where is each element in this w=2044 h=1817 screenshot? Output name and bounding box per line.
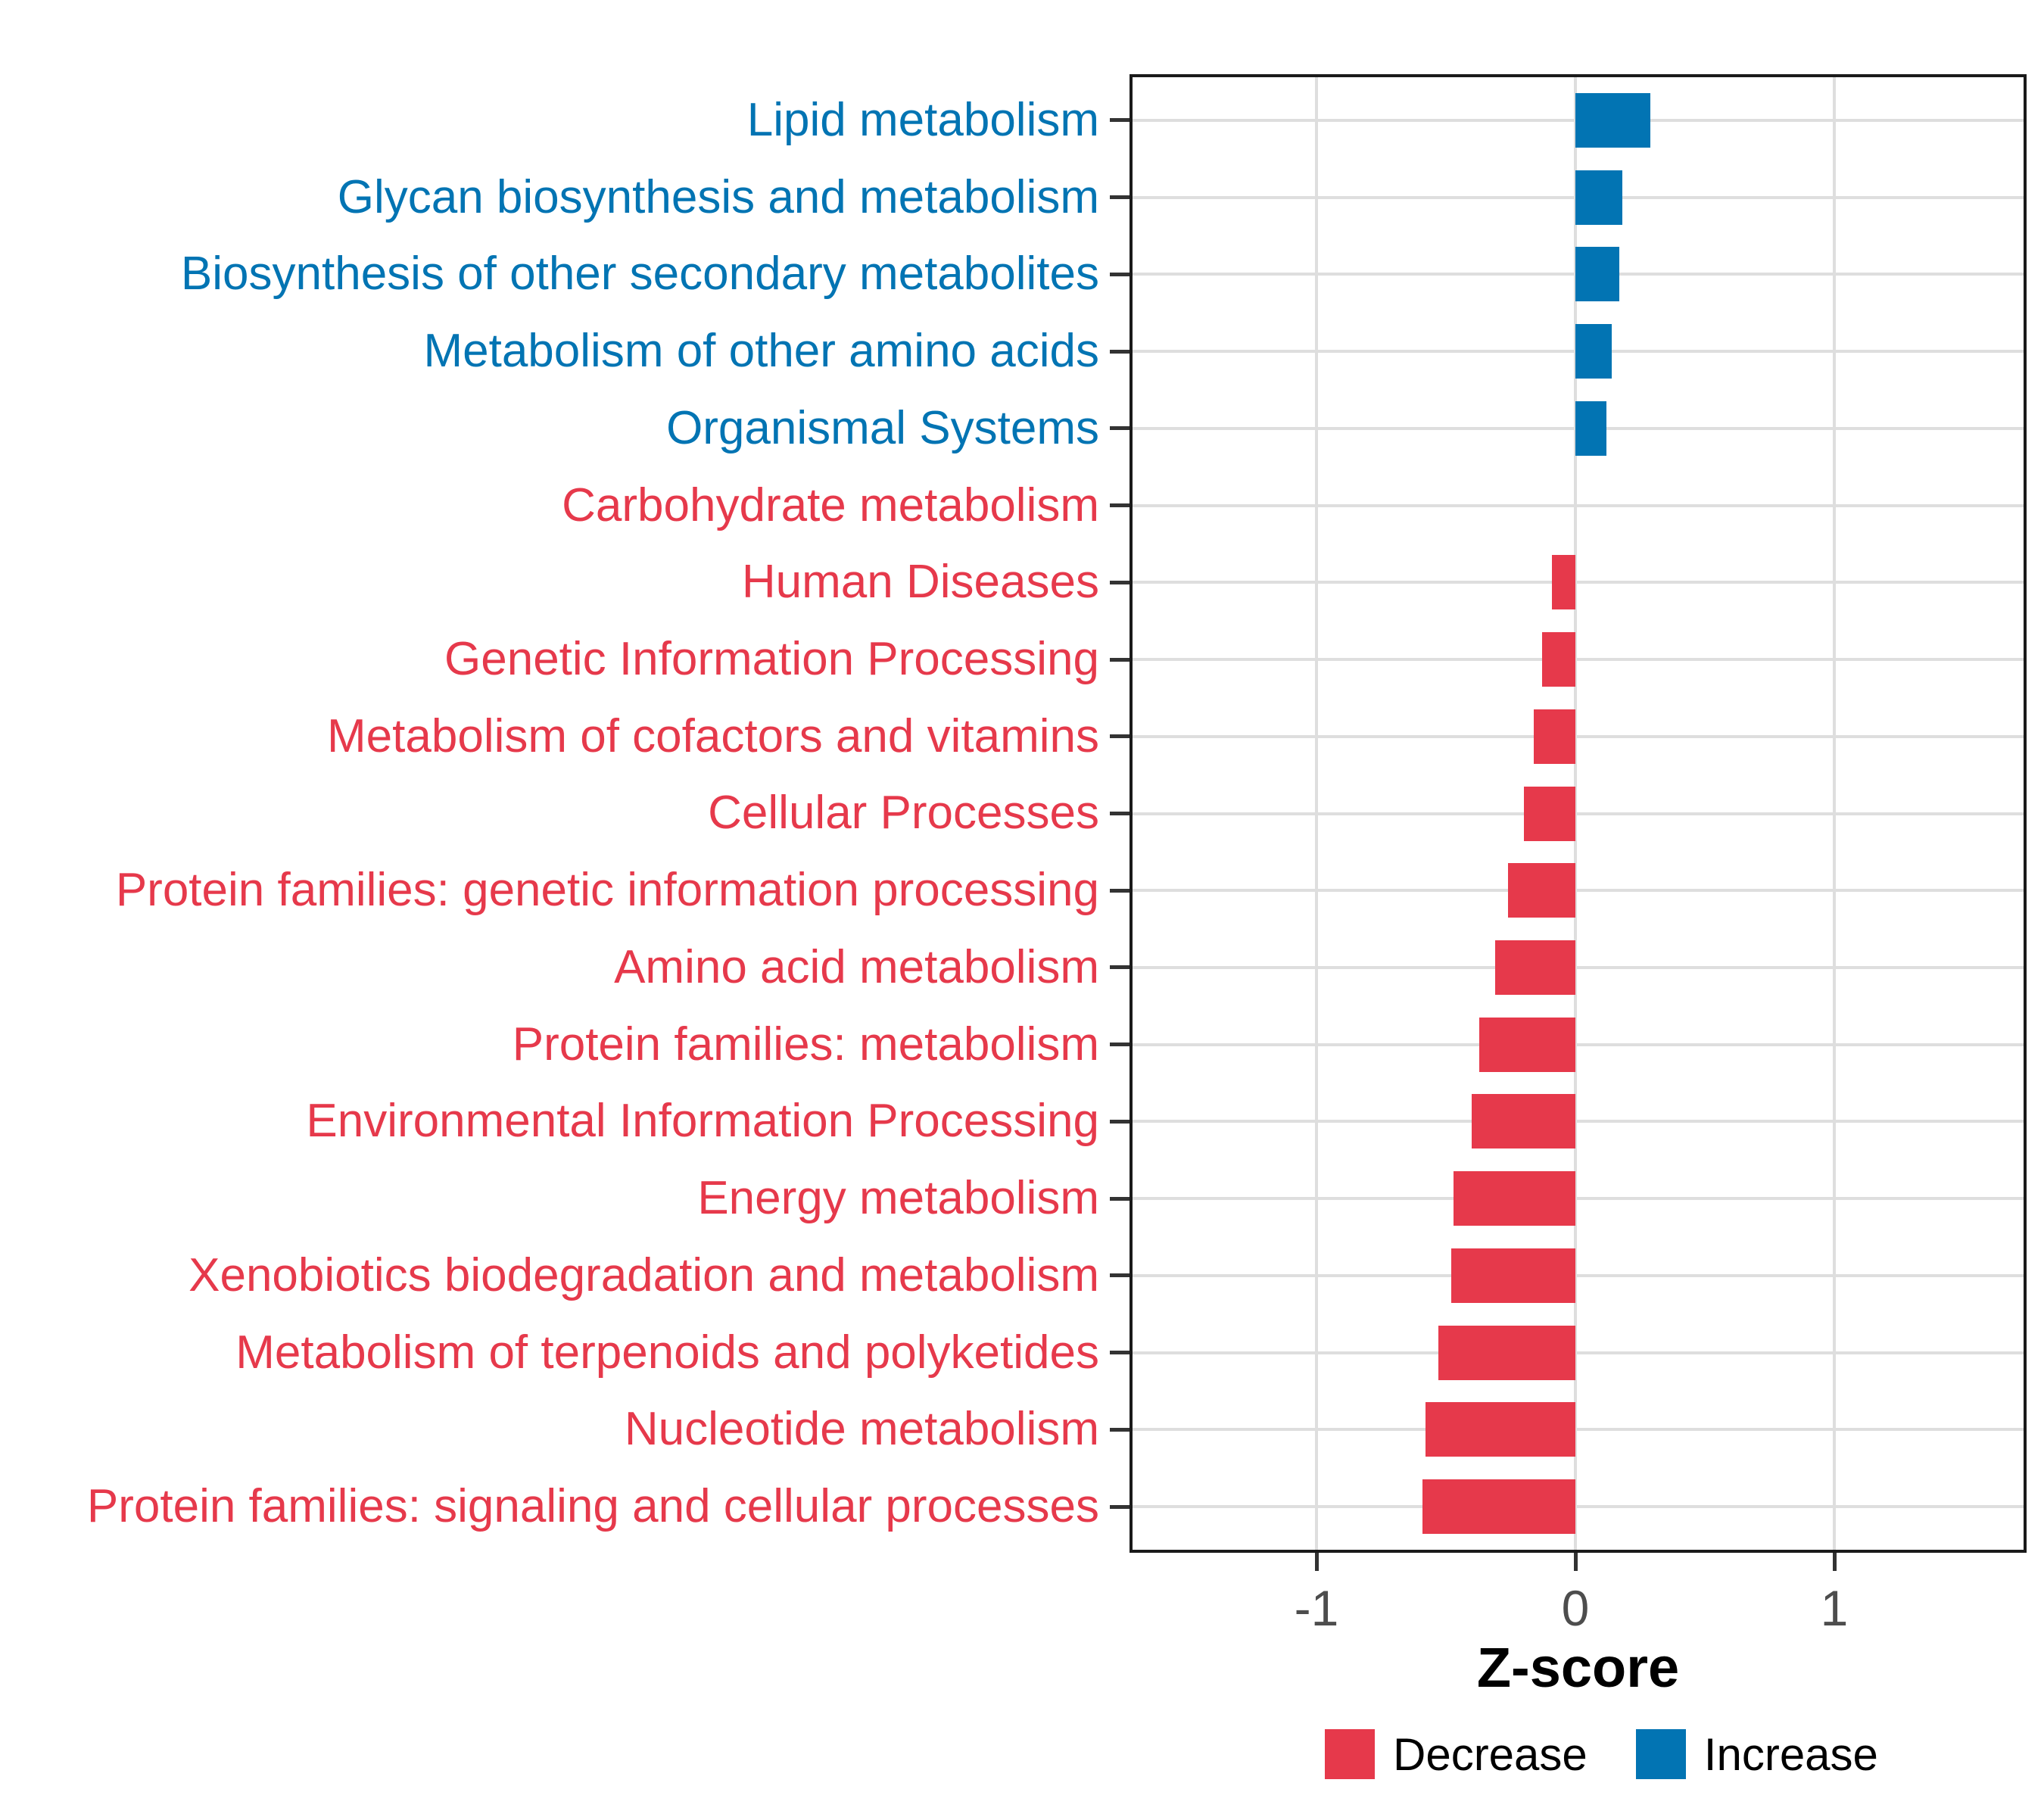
- y-tick: [1110, 349, 1129, 354]
- category-label: Human Diseases: [741, 556, 1099, 609]
- horizontal-gridline: [1133, 581, 2024, 584]
- category-label: Organismal Systems: [666, 401, 1099, 454]
- horizontal-gridline: [1133, 658, 2024, 662]
- bar-decrease: [1494, 940, 1575, 995]
- y-tick: [1110, 965, 1129, 970]
- horizontal-gridline: [1133, 1351, 2024, 1354]
- bar-decrease: [1552, 555, 1575, 610]
- decrease-swatch: [1325, 1729, 1375, 1779]
- legend-label-decrease: Decrease: [1393, 1728, 1588, 1780]
- category-label: Nucleotide metabolism: [624, 1403, 1099, 1456]
- legend-item-increase: Increase: [1635, 1728, 1878, 1781]
- bar-increase: [1575, 92, 1651, 148]
- x-tick-label: 0: [1561, 1580, 1590, 1636]
- horizontal-gridline: [1133, 1120, 2024, 1124]
- legend-label-increase: Increase: [1703, 1728, 1878, 1780]
- y-tick: [1110, 426, 1129, 431]
- x-tick-label: -1: [1294, 1580, 1339, 1636]
- horizontal-gridline: [1133, 812, 2024, 815]
- y-tick: [1110, 118, 1129, 123]
- category-label: Cellular Processes: [708, 787, 1099, 840]
- bar-increase: [1575, 247, 1620, 302]
- y-tick: [1110, 503, 1129, 508]
- category-label: Amino acid metabolism: [614, 940, 1099, 993]
- category-label: Protein families: signaling and cellular…: [86, 1480, 1099, 1533]
- y-tick: [1110, 272, 1129, 276]
- horizontal-gridline: [1133, 889, 2024, 893]
- category-label: Environmental Information Processing: [306, 1095, 1099, 1148]
- bar-decrease: [1479, 1017, 1575, 1072]
- bar-increase: [1575, 170, 1622, 225]
- horizontal-gridline: [1133, 1197, 2024, 1201]
- category-label: Metabolism of cofactors and vitamins: [327, 709, 1099, 762]
- horizontal-gridline: [1133, 1273, 2024, 1277]
- horizontal-gridline: [1133, 734, 2024, 738]
- y-tick: [1110, 1504, 1129, 1509]
- y-tick: [1110, 657, 1129, 662]
- y-tick: [1110, 1351, 1129, 1355]
- x-tick-label: 1: [1820, 1580, 1849, 1636]
- category-label: Lipid metabolism: [746, 93, 1099, 146]
- category-label: Glycan biosynthesis and metabolism: [337, 170, 1099, 223]
- x-tick: [1573, 1553, 1578, 1571]
- bar-decrease: [1541, 632, 1575, 687]
- x-tick: [1832, 1553, 1837, 1571]
- bar-decrease: [1438, 1325, 1575, 1380]
- y-tick: [1110, 1427, 1129, 1432]
- horizontal-gridline: [1133, 1505, 2024, 1509]
- category-label: Protein families: metabolism: [512, 1018, 1099, 1071]
- category-label: Metabolism of other amino acids: [423, 325, 1099, 378]
- plot-panel: [1129, 74, 2027, 1553]
- legend: Decrease Increase: [1325, 1728, 1878, 1781]
- y-tick: [1110, 1043, 1129, 1047]
- y-tick: [1110, 1119, 1129, 1124]
- bar-increase: [1575, 400, 1607, 456]
- horizontal-gridline: [1133, 503, 2024, 507]
- increase-swatch: [1635, 1729, 1686, 1779]
- bar-decrease: [1422, 1479, 1575, 1535]
- horizontal-gridline: [1133, 965, 2024, 969]
- category-label: Energy metabolism: [697, 1172, 1099, 1225]
- bar-decrease: [1508, 863, 1575, 918]
- y-tick: [1110, 888, 1129, 893]
- y-tick: [1110, 812, 1129, 815]
- category-label: Metabolism of terpenoids and polyketides: [235, 1326, 1099, 1379]
- horizontal-gridline: [1133, 1428, 2024, 1432]
- horizontal-gridline: [1133, 1043, 2024, 1046]
- x-axis-title: Z-score: [1476, 1636, 1680, 1699]
- y-tick: [1110, 580, 1129, 584]
- y-tick: [1110, 195, 1129, 200]
- bar-decrease: [1450, 1248, 1575, 1303]
- bar-decrease: [1425, 1402, 1575, 1457]
- bar-decrease: [1523, 786, 1575, 841]
- y-tick: [1110, 734, 1129, 739]
- category-label: Genetic Information Processing: [444, 633, 1099, 686]
- y-tick: [1110, 1273, 1129, 1278]
- legend-item-decrease: Decrease: [1325, 1728, 1588, 1781]
- bar-decrease: [1534, 709, 1575, 764]
- category-label: Protein families: genetic information pr…: [115, 864, 1099, 917]
- bar-increase: [1575, 324, 1612, 379]
- category-label: Biosynthesis of other secondary metaboli…: [180, 248, 1099, 301]
- category-label: Carbohydrate metabolism: [562, 478, 1099, 531]
- bar-decrease: [1454, 1171, 1575, 1226]
- x-tick: [1314, 1553, 1319, 1571]
- y-tick: [1110, 1196, 1129, 1201]
- category-label: Xenobiotics biodegradation and metabolis…: [189, 1248, 1099, 1301]
- bar-decrease: [1472, 1094, 1575, 1149]
